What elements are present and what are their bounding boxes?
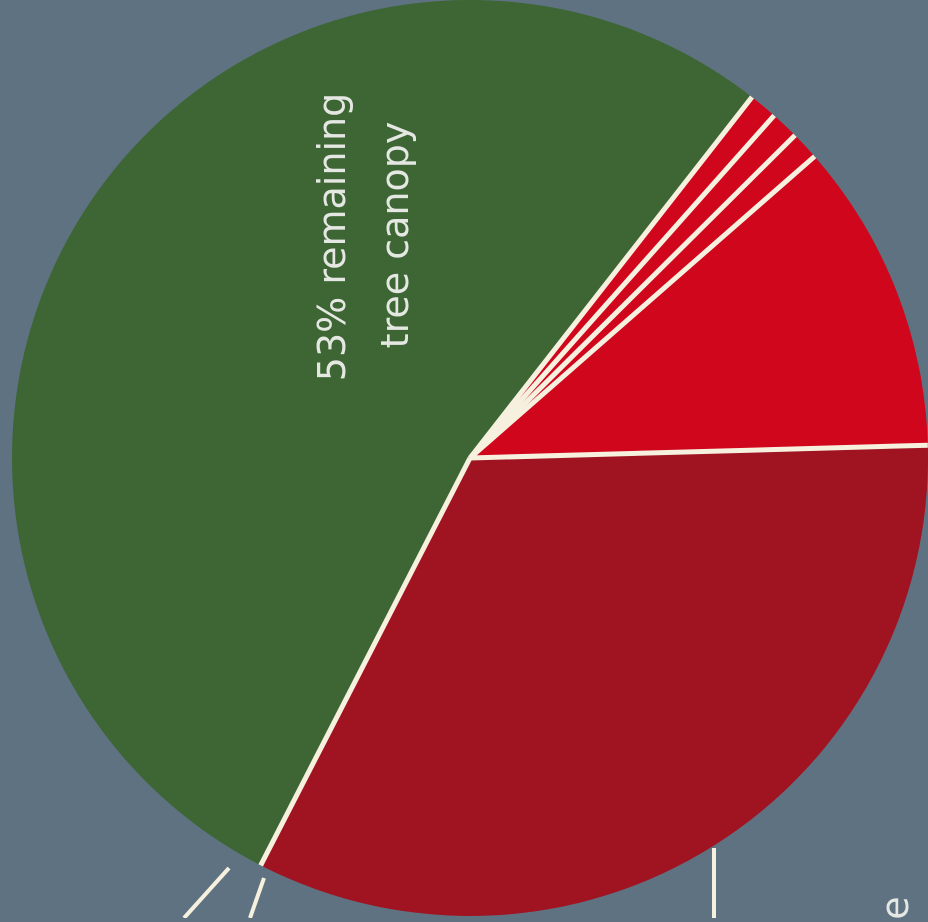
canopy-label-line-2: tree canopy xyxy=(373,122,417,349)
pie-slice-5 xyxy=(470,115,795,458)
pie-slice-3 xyxy=(470,156,928,458)
pie-slices xyxy=(12,0,928,916)
canopy-label-line-1: 53% remaining xyxy=(310,93,354,381)
slice-separator-5 xyxy=(468,133,797,460)
slice-labels: 53% remaining tree canopy e xyxy=(310,93,917,920)
pie-slice-1 xyxy=(12,0,752,866)
leader-lines xyxy=(182,848,716,920)
slice-separator-6 xyxy=(468,113,776,460)
slice-separator-1 xyxy=(468,95,754,460)
pie-slice-2 xyxy=(260,445,928,916)
slice-separator-2 xyxy=(258,456,473,867)
leader-line-2 xyxy=(248,877,266,919)
edge-label-fragment: e xyxy=(873,896,917,918)
pie-slice-6 xyxy=(470,97,775,458)
leader-line-3 xyxy=(182,866,231,920)
slice-separator-3 xyxy=(469,442,928,461)
slice-separator-4 xyxy=(468,154,817,460)
pie-slice-4 xyxy=(470,135,815,458)
slice-separators xyxy=(258,95,928,867)
